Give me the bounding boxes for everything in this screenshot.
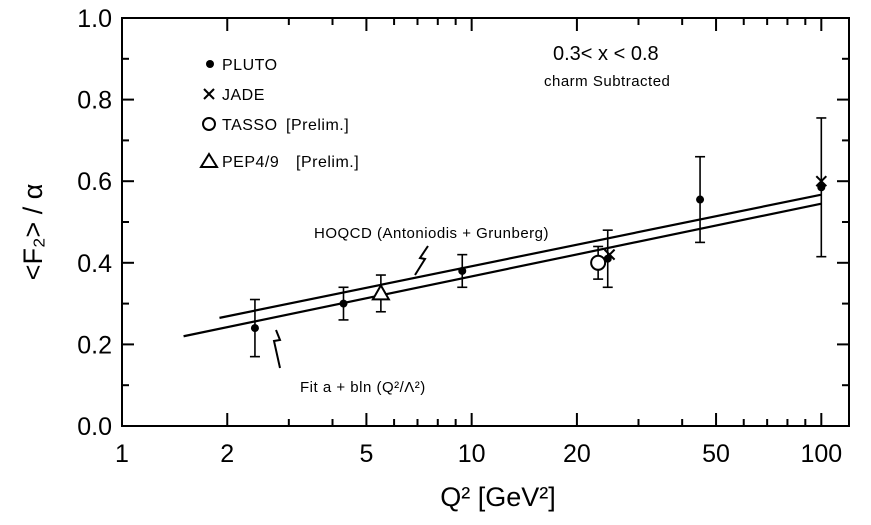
axis-ticks — [121, 17, 849, 427]
annotation-charm: charm Subtracted — [544, 73, 670, 90]
x-axis-title: Q² [GeV²] — [440, 482, 556, 512]
annotation-hoqcd: HOQCD (Antoniodis + Grunberg) — [314, 225, 549, 242]
legend-label-pluto: PLUTO — [222, 57, 278, 74]
legend-marker-circle — [202, 117, 216, 131]
x-tick-label: 10 — [458, 440, 486, 468]
legend-tag-tasso: [Prelim.] — [286, 117, 349, 134]
x-tick-label: 1 — [115, 440, 129, 468]
hoqcd-pointer — [414, 245, 429, 276]
y-tick-label: 0.6 — [77, 168, 112, 196]
y-tick-label: 0.2 — [77, 331, 112, 359]
x-tick-labels: 1 2 5 10 20 50 100 — [115, 440, 842, 468]
y-tick-label: 0.0 — [77, 413, 112, 441]
y-tick-label: 0.8 — [77, 87, 112, 115]
y-tick-labels: 0.0 0.2 0.4 0.6 0.8 1.0 — [77, 5, 112, 441]
pluto-point — [696, 195, 705, 204]
legend-tag-pep49: [Prelim.] — [296, 154, 359, 171]
annotation-fit: Fit a + bln (Q²/Λ²) — [300, 379, 426, 396]
annotation-range: 0.3< x < 0.8 — [553, 43, 659, 65]
legend: PLUTO JADE TASSO [Prelim.] PEP4/9 [Preli… — [199, 57, 359, 171]
tasso-point — [590, 254, 607, 271]
pluto-point — [458, 266, 467, 275]
fit-line — [183, 202, 822, 338]
y-axis-title: <F₂> / α — [18, 184, 48, 281]
pluto-point — [339, 299, 348, 308]
legend-label-tasso: TASSO — [222, 117, 278, 134]
x-tick-label: 2 — [220, 440, 234, 468]
cross-stroke — [603, 248, 616, 261]
legend-marker-triangle — [199, 152, 219, 168]
y-tick-label: 0.4 — [77, 250, 112, 278]
theory-lines — [183, 193, 822, 338]
fit-pointer — [272, 329, 282, 369]
pluto-point — [817, 183, 826, 192]
hoqcd-line — [219, 193, 822, 319]
jade-point — [603, 248, 616, 261]
x-tick-label: 50 — [702, 440, 730, 468]
jade-point — [815, 175, 828, 187]
legend-label-jade: JADE — [222, 87, 265, 104]
y-tick-label: 1.0 — [77, 5, 112, 33]
data-points — [249, 117, 828, 358]
x-tick-label: 5 — [359, 440, 373, 468]
x-tick-label: 100 — [800, 440, 842, 468]
legend-marker-dot — [206, 60, 214, 68]
pep49-point — [371, 283, 391, 301]
legend-marker-cross — [203, 88, 215, 100]
x-tick-label: 20 — [563, 440, 591, 468]
cross-stroke — [815, 175, 828, 187]
legend-label-pep49: PEP4/9 — [222, 154, 279, 171]
plot-frame — [121, 17, 850, 427]
pluto-point — [250, 324, 259, 333]
